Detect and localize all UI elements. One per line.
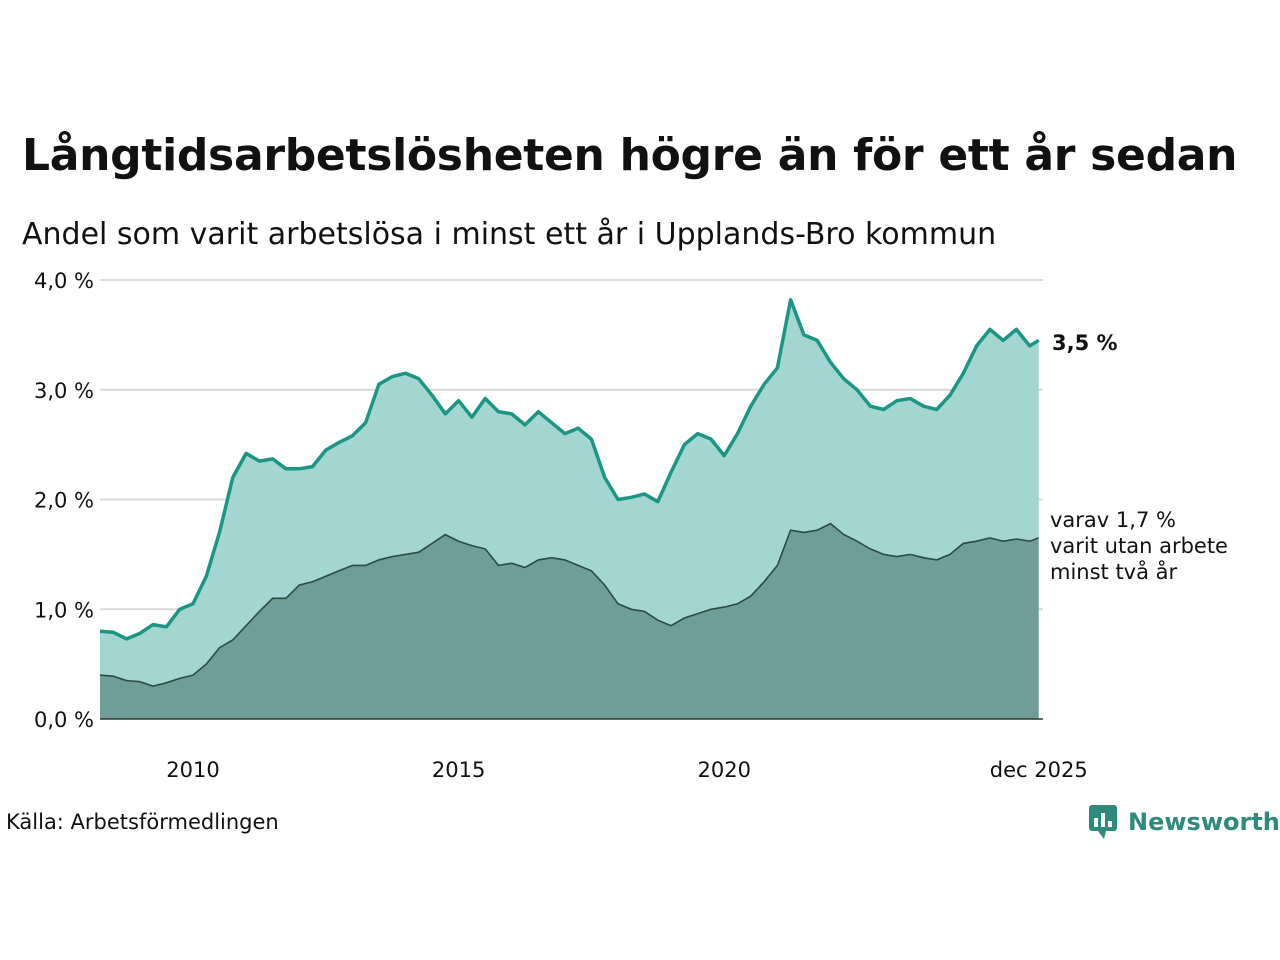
series-line-long-term [99,298,1040,641]
chart-title: Långtidsarbetslösheten högre än för ett … [22,130,1238,181]
series-area-two-years [100,523,1039,719]
x-axis-ticks: 2010 2015 2020 dec 2025 [166,758,1087,782]
y-tick-label: 3,0 % [34,379,94,403]
newsworthy-logo-icon [1089,805,1117,839]
y-tick-label: 4,0 % [34,269,94,293]
x-tick-label: dec 2025 [990,758,1088,782]
y-tick-label: 1,0 % [34,598,94,622]
brand-name: Newsworthy [1128,808,1280,836]
series-line-two-years [99,522,1039,687]
series2-annotation-line3: minst två år [1050,559,1178,584]
y-tick-label: 2,0 % [34,489,94,513]
y-tick-label: 0,0 % [34,708,94,732]
series2-annotation-line2: varit utan arbete [1050,534,1228,558]
newsworthy-logo[interactable]: Newsworthy [1088,804,1280,840]
source-note: Källa: Arbetsförmedlingen [6,810,279,834]
y-axis-ticks: 0,0 % 1,0 % 2,0 % 3,0 % 4,0 % [34,269,94,732]
x-tick-label: 2010 [166,758,219,782]
x-tick-label: 2020 [698,758,751,782]
series2-annotation-line1: varav 1,7 % [1050,508,1176,532]
end-value-label: 3,5 % [1052,331,1118,355]
x-tick-label: 2015 [432,758,485,782]
chart-subtitle: Andel som varit arbetslösa i minst ett å… [22,217,997,252]
